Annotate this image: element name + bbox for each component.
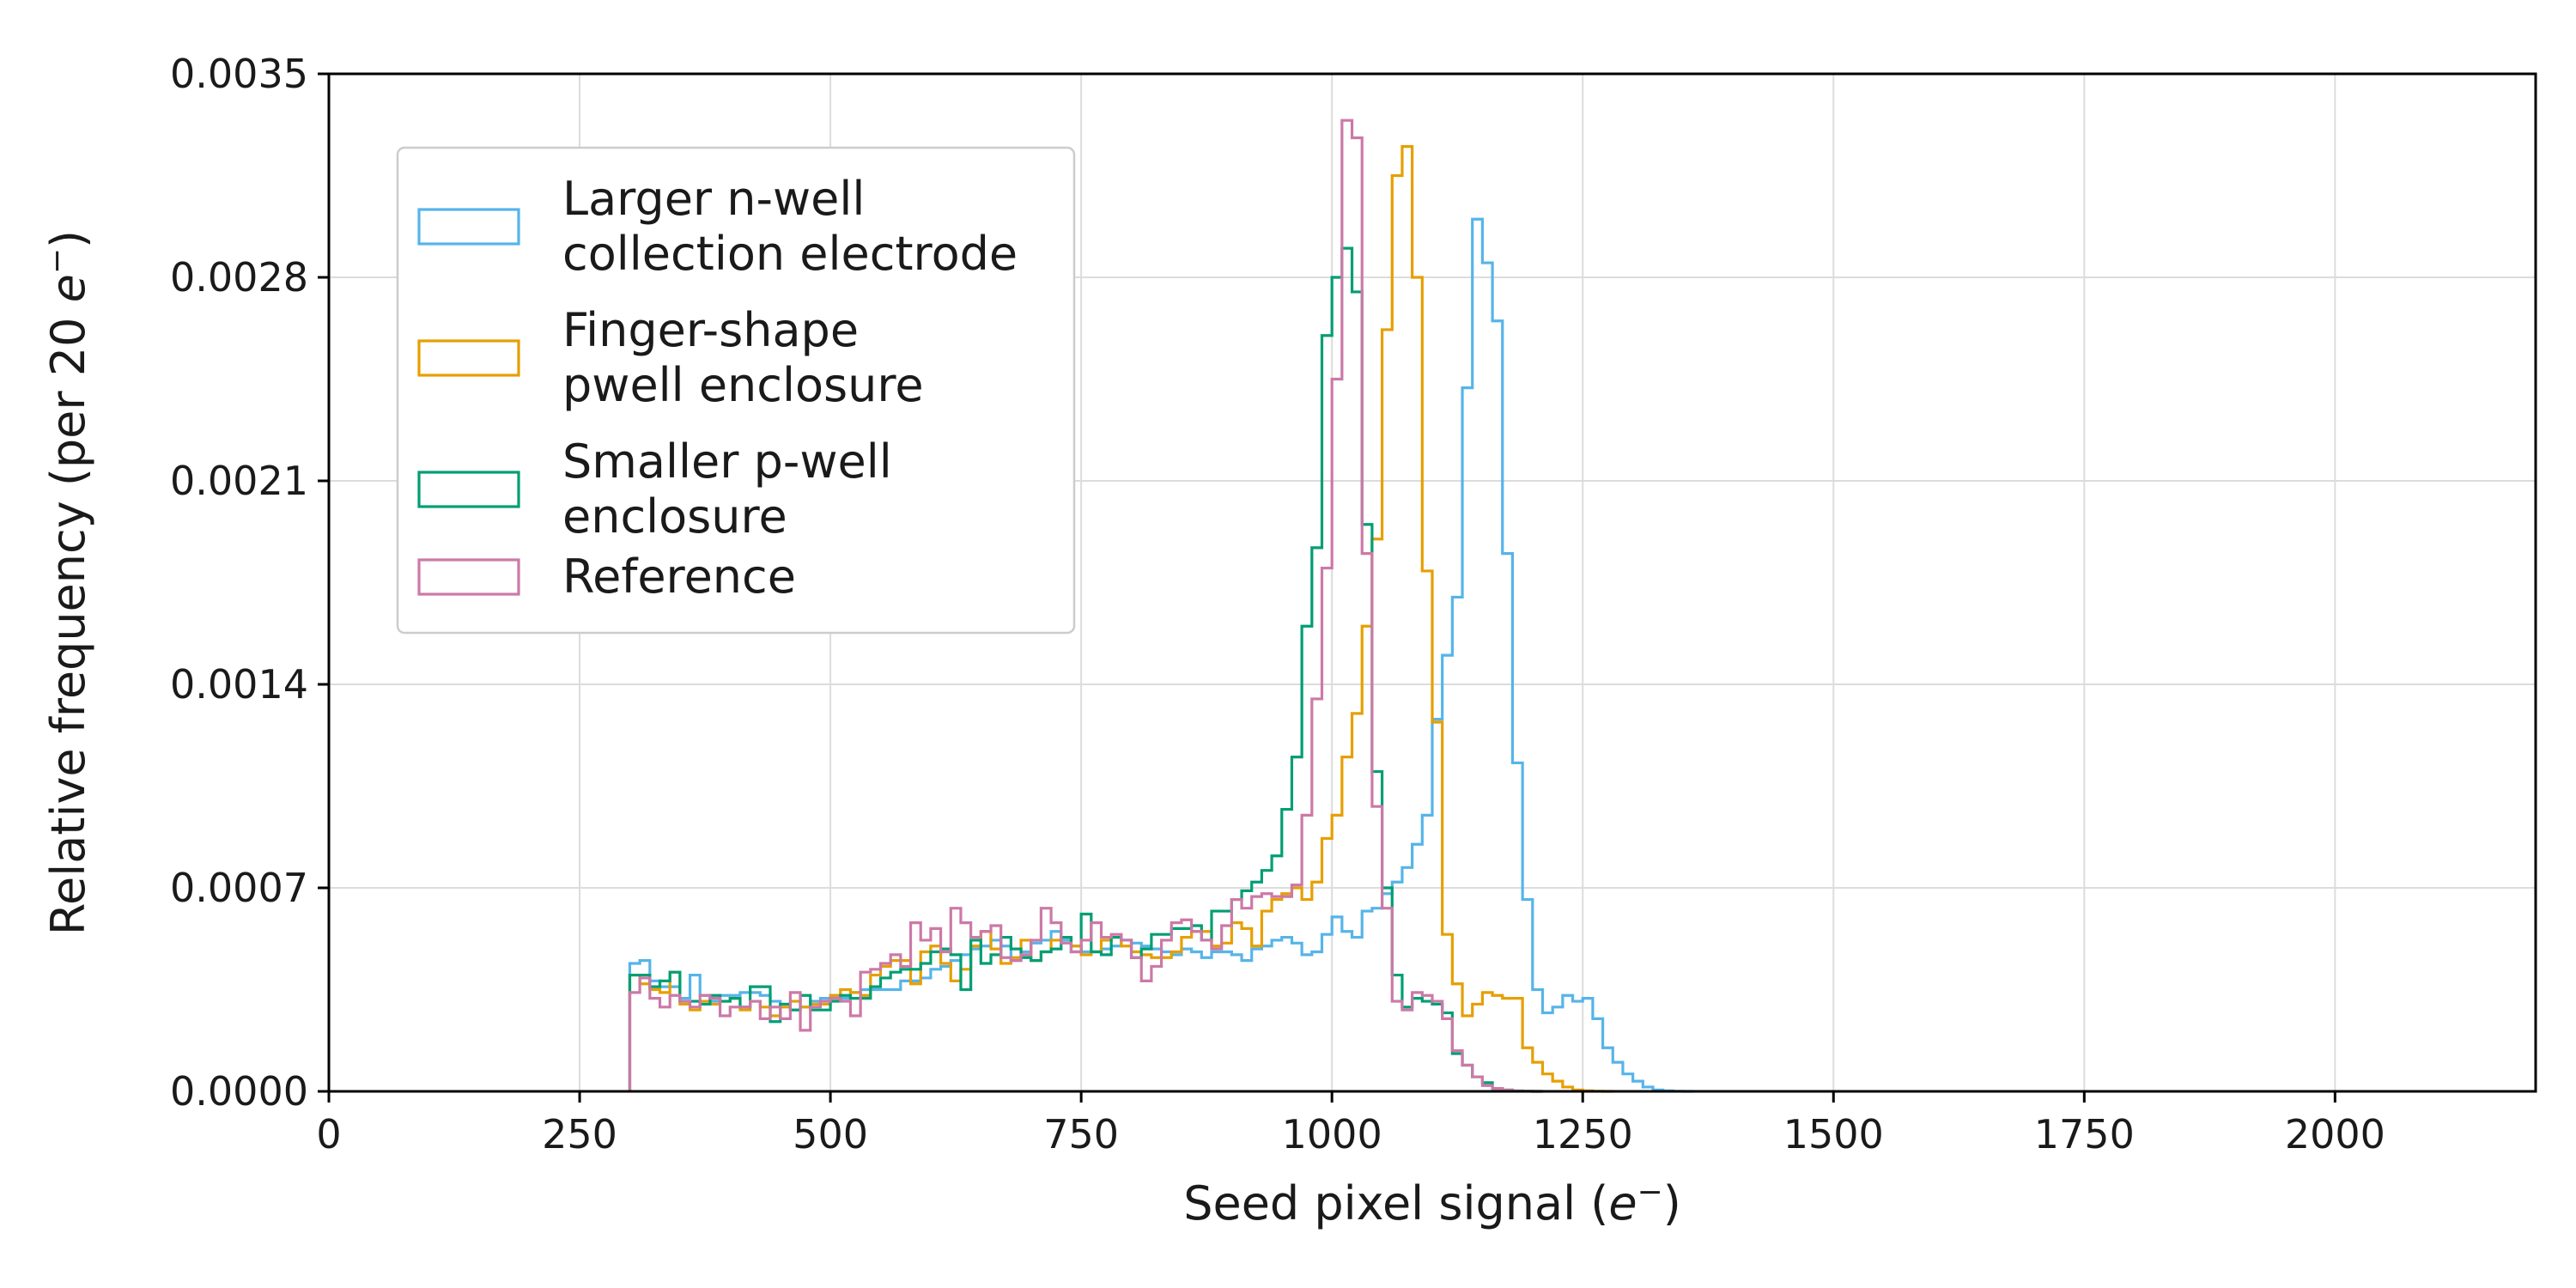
y-tick-label: 0.0021 [170, 458, 308, 504]
ticks: 0 250 500 750 1000 1250 1500 1750 2000 0.0000 0.00… [170, 51, 2385, 1157]
legend-swatch [417, 558, 520, 596]
y-tick-label: 0.0000 [170, 1068, 308, 1115]
series-layer [628, 118, 1693, 1093]
legend-label: Larger n-well [562, 172, 865, 226]
x-tick-label: 750 [1043, 1111, 1119, 1157]
x-tick-label: 1250 [1533, 1111, 1633, 1157]
x-tick-label: 2000 [2285, 1111, 2385, 1157]
legend-swatch [417, 339, 520, 377]
legend-swatch [417, 208, 520, 246]
legend-label: Finger-shape [562, 303, 859, 357]
legend-label: collection electrode [562, 227, 1018, 281]
legend-label: enclosure [562, 489, 787, 544]
x-tick-label: 1500 [1783, 1111, 1884, 1157]
legend-label: Smaller p-well [562, 434, 892, 489]
plot-area [327, 72, 2537, 1093]
legend-box [396, 146, 1076, 635]
x-tick-label: 1750 [2034, 1111, 2135, 1157]
x-tick-label: 0 [316, 1111, 341, 1157]
y-tick-label: 0.0035 [170, 51, 308, 97]
x-tick-label: 1000 [1282, 1111, 1382, 1157]
legend-label: Reference [562, 550, 796, 604]
y-tick-label: 0.0007 [170, 865, 308, 911]
x-tick-label: 250 [542, 1111, 617, 1157]
legend-swatch [417, 471, 520, 508]
x-axis-label: Seed pixel signal (e−) [1183, 1175, 1681, 1230]
y-tick-label: 0.0028 [170, 254, 308, 301]
y-axis-label: Relative frequency (per 20 e−) [39, 230, 95, 935]
x-tick-label: 500 [793, 1111, 868, 1157]
y-tick-label: 0.0014 [170, 661, 308, 708]
series-3-histogram [628, 118, 1543, 1093]
legend-label: pwell enclosure [562, 358, 924, 412]
